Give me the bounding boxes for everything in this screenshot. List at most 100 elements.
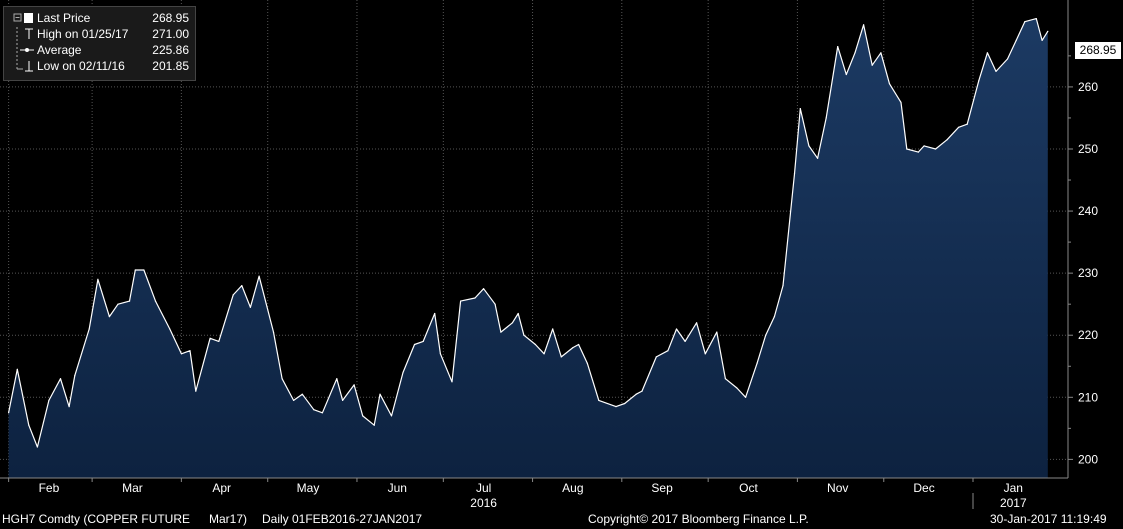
price-point bbox=[765, 334, 767, 336]
price-point bbox=[16, 368, 18, 370]
price-point bbox=[189, 350, 191, 352]
x-tick-label: Sep bbox=[651, 481, 673, 495]
price-point bbox=[59, 378, 62, 380]
price-point bbox=[578, 343, 580, 346]
price-point bbox=[117, 303, 119, 305]
price-point bbox=[336, 378, 338, 380]
price-point bbox=[888, 83, 891, 85]
price-point bbox=[978, 80, 980, 82]
price-point bbox=[880, 52, 882, 54]
price-point bbox=[793, 173, 796, 175]
price-point bbox=[560, 356, 562, 358]
price-point bbox=[736, 387, 738, 389]
price-point bbox=[313, 409, 315, 411]
price-point bbox=[218, 340, 220, 342]
y-tick-label: 250 bbox=[1078, 142, 1098, 156]
price-point bbox=[511, 322, 513, 324]
price-point bbox=[362, 415, 364, 417]
price-point bbox=[451, 381, 453, 383]
price-point bbox=[209, 337, 211, 339]
price-point bbox=[523, 334, 525, 336]
price-point bbox=[474, 297, 476, 299]
price-point bbox=[958, 126, 960, 128]
price-point bbox=[923, 145, 925, 147]
price-point bbox=[906, 148, 908, 150]
price-point bbox=[1047, 30, 1049, 32]
y-tick-label: 260 bbox=[1078, 80, 1098, 94]
footer-ticker: HGH7 Comdty (COPPER FUTURE bbox=[2, 512, 191, 526]
legend-value-average: 225.86 bbox=[152, 43, 189, 57]
price-point bbox=[402, 371, 404, 374]
price-point bbox=[655, 356, 657, 358]
price-point bbox=[716, 331, 718, 333]
price-point bbox=[154, 300, 157, 302]
price-point bbox=[825, 117, 827, 119]
legend-label-last-price: Last Price bbox=[37, 11, 91, 25]
price-point bbox=[301, 393, 303, 395]
high-marker-icon bbox=[16, 27, 33, 41]
y-tick-label: 210 bbox=[1078, 390, 1098, 404]
x-year-label: 2016 bbox=[470, 496, 497, 510]
price-point bbox=[143, 269, 145, 271]
price-point bbox=[935, 148, 937, 150]
price-point bbox=[724, 378, 727, 380]
price-point bbox=[675, 328, 678, 330]
price-point bbox=[28, 424, 30, 426]
legend-label-average: Average bbox=[37, 43, 82, 57]
legend-row-high: High on 01/25/17 271.00 bbox=[4, 27, 195, 42]
price-point bbox=[871, 64, 873, 66]
price-point bbox=[845, 73, 847, 76]
price-point bbox=[782, 285, 784, 287]
legend-value-high: 271.00 bbox=[152, 27, 189, 41]
axis-layer: 200 210 220 230 240 250 260 Feb Mar Apr May Jun Jul A… bbox=[0, 0, 1098, 510]
legend-row-average: Average 225.86 bbox=[4, 43, 195, 58]
price-point bbox=[74, 375, 76, 377]
price-point bbox=[68, 406, 70, 408]
price-point bbox=[773, 316, 776, 318]
price-point bbox=[517, 312, 519, 315]
price-point bbox=[500, 331, 502, 333]
price-point bbox=[837, 46, 839, 48]
price-point bbox=[48, 399, 50, 401]
x-tick-label: Aug bbox=[562, 481, 583, 495]
legend-value-low: 201.85 bbox=[152, 59, 189, 73]
price-point bbox=[995, 70, 997, 72]
price-point bbox=[272, 331, 275, 333]
price-point bbox=[36, 446, 39, 448]
footer-copyright: Copyright© 2017 Bloomberg Finance L.P. bbox=[588, 512, 809, 526]
footer-timestamp: 30-Jan-2017 11:19:49 bbox=[990, 512, 1107, 526]
x-tick-label: Apr bbox=[212, 481, 231, 495]
price-point bbox=[169, 328, 171, 330]
price-point bbox=[483, 288, 485, 290]
footer-contract: Mar17) bbox=[209, 512, 248, 526]
x-tick-label: May bbox=[297, 481, 320, 495]
x-tick-label: Dec bbox=[913, 481, 934, 495]
price-point bbox=[8, 412, 10, 414]
legend-row-last-price: Last Price 268.95 bbox=[4, 11, 195, 26]
price-point bbox=[180, 353, 182, 355]
x-tick-label: Jul bbox=[476, 481, 491, 495]
price-point bbox=[108, 316, 110, 318]
price-point bbox=[97, 278, 99, 280]
price-point bbox=[756, 362, 758, 364]
price-point bbox=[321, 412, 323, 414]
legend-value-last-price: 268.95 bbox=[152, 11, 189, 25]
price-line-layer bbox=[8, 18, 1049, 448]
x-tick-label: Oct bbox=[739, 481, 758, 495]
price-area-layer bbox=[8, 18, 1048, 478]
price-point bbox=[258, 275, 260, 277]
price-point bbox=[966, 123, 968, 125]
price-point bbox=[946, 139, 948, 141]
price-point bbox=[684, 340, 686, 342]
y-tick-label: 200 bbox=[1078, 452, 1098, 466]
x-tick-label: Feb bbox=[39, 481, 60, 495]
price-point bbox=[241, 285, 243, 287]
price-point bbox=[696, 322, 698, 324]
average-line-icon bbox=[16, 43, 34, 57]
price-point bbox=[808, 145, 810, 147]
price-point bbox=[586, 362, 588, 364]
price-point bbox=[342, 399, 344, 401]
price-point bbox=[917, 151, 919, 153]
price-point bbox=[195, 390, 197, 392]
price-point bbox=[624, 402, 626, 405]
